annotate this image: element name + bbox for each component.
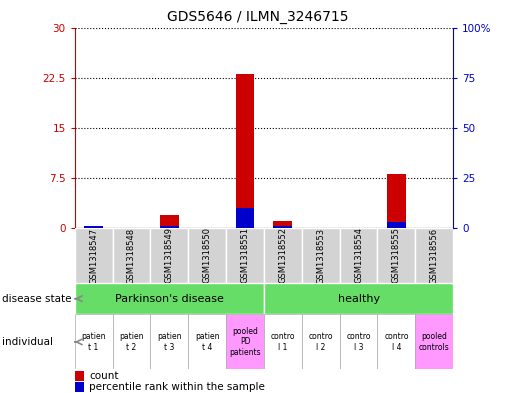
Text: GSM1318554: GSM1318554 (354, 228, 363, 283)
Text: GSM1318547: GSM1318547 (89, 228, 98, 283)
Bar (273, 221, 293, 228)
Bar (226, 314, 264, 369)
Text: healthy: healthy (337, 294, 380, 304)
Text: disease state: disease state (2, 294, 71, 304)
Bar (264, 314, 302, 369)
Bar (75, 371, 84, 381)
Text: GSM1318550: GSM1318550 (203, 228, 212, 283)
Text: GSM1318556: GSM1318556 (430, 228, 439, 283)
Bar (415, 314, 453, 369)
Bar (235, 74, 254, 228)
Bar (302, 314, 340, 369)
Bar (235, 208, 254, 228)
Bar (340, 314, 377, 369)
Bar (150, 314, 188, 369)
Text: GSM1318551: GSM1318551 (241, 228, 249, 283)
Bar (377, 314, 415, 369)
Text: GSM1318548: GSM1318548 (127, 228, 136, 283)
Text: contro
l 3: contro l 3 (346, 332, 371, 352)
Bar (150, 228, 188, 283)
Text: GSM1318549: GSM1318549 (165, 228, 174, 283)
Text: patien
t 4: patien t 4 (195, 332, 219, 352)
Bar (377, 228, 415, 283)
Text: GSM1318555: GSM1318555 (392, 228, 401, 283)
Bar (75, 314, 112, 369)
Text: percentile rank within the sample: percentile rank within the sample (89, 382, 265, 392)
Bar (340, 228, 377, 283)
Text: pooled
controls: pooled controls (419, 332, 450, 352)
Bar (415, 228, 453, 283)
Bar (75, 283, 264, 314)
Bar (75, 228, 112, 283)
Bar (188, 314, 226, 369)
Text: count: count (89, 371, 118, 381)
Text: pooled
PD
patients: pooled PD patients (229, 327, 261, 357)
Bar (387, 222, 406, 228)
Text: contro
l 2: contro l 2 (308, 332, 333, 352)
Bar (160, 215, 179, 228)
Bar (188, 228, 226, 283)
Bar (226, 228, 264, 283)
Text: GSM1318553: GSM1318553 (316, 228, 325, 283)
Bar (302, 228, 340, 283)
Text: individual: individual (2, 337, 53, 347)
Text: contro
l 1: contro l 1 (270, 332, 295, 352)
Bar (112, 228, 150, 283)
Text: GDS5646 / ILMN_3246715: GDS5646 / ILMN_3246715 (167, 10, 348, 24)
Bar (112, 314, 150, 369)
Bar (264, 283, 453, 314)
Bar (273, 226, 293, 228)
Text: patien
t 2: patien t 2 (119, 332, 144, 352)
Text: contro
l 4: contro l 4 (384, 332, 409, 352)
Text: patien
t 1: patien t 1 (81, 332, 106, 352)
Bar (264, 228, 302, 283)
Text: GSM1318552: GSM1318552 (279, 228, 287, 283)
Text: patien
t 3: patien t 3 (157, 332, 182, 352)
Bar (75, 382, 84, 392)
Text: Parkinson's disease: Parkinson's disease (115, 294, 224, 304)
Bar (387, 174, 406, 228)
Bar (160, 226, 179, 228)
Bar (84, 226, 103, 228)
